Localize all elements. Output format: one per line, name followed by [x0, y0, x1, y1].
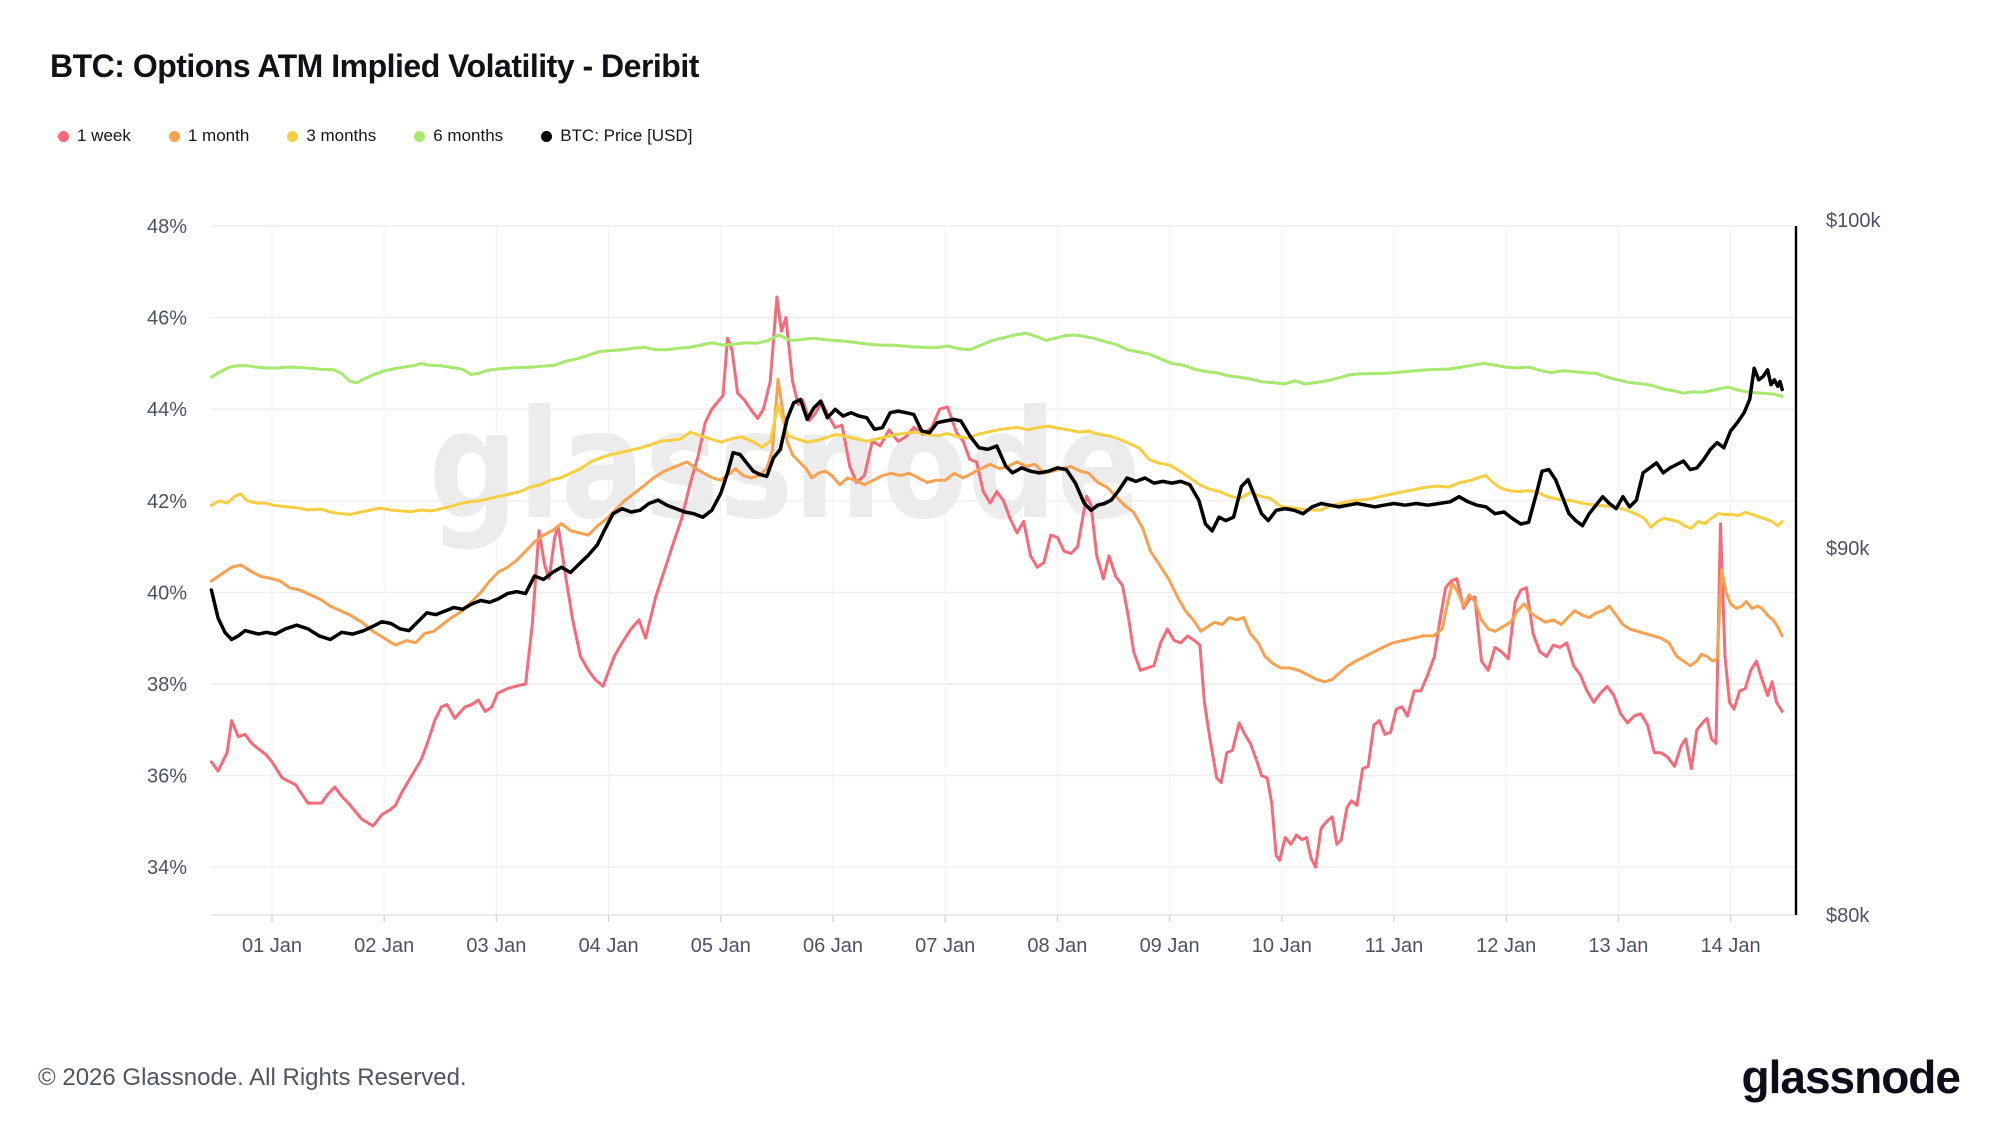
x-axis-tick-label: 07 Jan: [915, 935, 975, 957]
legend-color-dot-icon: [287, 130, 299, 142]
series-line-3-months[interactable]: [209, 404, 1784, 530]
x-axis-tick-label: 02 Jan: [354, 935, 414, 957]
legend-color-dot-icon: [58, 130, 69, 142]
x-axis-tick-label: 10 Jan: [1252, 935, 1312, 957]
legend-item-label: 3 months: [306, 126, 377, 145]
legend-item-6-months[interactable]: 6 months: [414, 126, 503, 146]
y-axis-left-tick-label: 48%: [147, 216, 187, 238]
chart-legend: 1 week 1 month 3 months 6 months BTC: Price …: [58, 126, 692, 146]
legend-color-dot-icon: [541, 130, 553, 142]
legend-item-label: 6 months: [433, 126, 504, 145]
y-axis-left-tick-label: 36%: [147, 766, 187, 788]
y-axis-right-tick-label: $80k: [1826, 905, 1870, 927]
x-axis-tick-label: 06 Jan: [803, 935, 863, 957]
y-axis-left-tick-label: 34%: [147, 857, 187, 879]
x-axis-tick-label: 01 Jan: [242, 935, 302, 957]
series-line-6-months[interactable]: [209, 331, 1784, 398]
y-axis-left-tick-label: 46%: [147, 308, 187, 330]
x-axis-tick-label: 11 Jan: [1365, 935, 1424, 957]
copyright-text: © 2026 Glassnode. All Rights Reserved.: [38, 1064, 467, 1091]
x-axis-tick-label: 09 Jan: [1140, 935, 1200, 957]
legend-item-label: 1 week: [77, 126, 131, 145]
y-axis-right-tick-label: $100k: [1826, 210, 1881, 232]
legend-item-3-months[interactable]: 3 months: [287, 126, 376, 146]
legend-item-1-week[interactable]: 1 week: [58, 126, 131, 146]
legend-item-1-month[interactable]: 1 month: [168, 126, 250, 146]
series-line-btc-price-usd-[interactable]: [209, 366, 1784, 642]
legend-item-btc-price-usd-[interactable]: BTC: Price [USD]: [541, 126, 692, 146]
page-title: BTC: Options ATM Implied Volatility - De…: [50, 48, 699, 84]
glassnode-watermark: glassnode: [429, 379, 1141, 553]
x-axis-tick-label: 03 Jan: [466, 935, 526, 957]
x-axis-tick-label: 04 Jan: [579, 935, 639, 957]
y-axis-left-tick-label: 42%: [147, 491, 187, 513]
x-axis-tick-label: 12 Jan: [1476, 935, 1536, 957]
y-axis-right-tick-label: $90k: [1826, 538, 1870, 560]
y-axis-left-tick-label: 40%: [147, 582, 187, 604]
legend-item-label: BTC: Price [USD]: [560, 126, 693, 145]
legend-item-label: 1 month: [187, 126, 250, 145]
y-axis-left-tick-label: 38%: [147, 674, 187, 696]
series-line-1-month[interactable]: [209, 377, 1784, 684]
x-axis-tick-label: 05 Jan: [691, 935, 751, 957]
glassnode-logo[interactable]: glassnode: [1741, 1051, 1961, 1103]
legend-color-dot-icon: [414, 130, 426, 142]
x-axis-tick-label: 13 Jan: [1588, 935, 1648, 957]
x-axis-tick-label: 08 Jan: [1027, 935, 1087, 957]
series-line-1-week[interactable]: [209, 295, 1784, 869]
legend-color-dot-icon: [168, 130, 180, 142]
y-axis-left-tick-label: 44%: [147, 399, 187, 421]
x-axis-tick-label: 14 Jan: [1701, 935, 1761, 957]
